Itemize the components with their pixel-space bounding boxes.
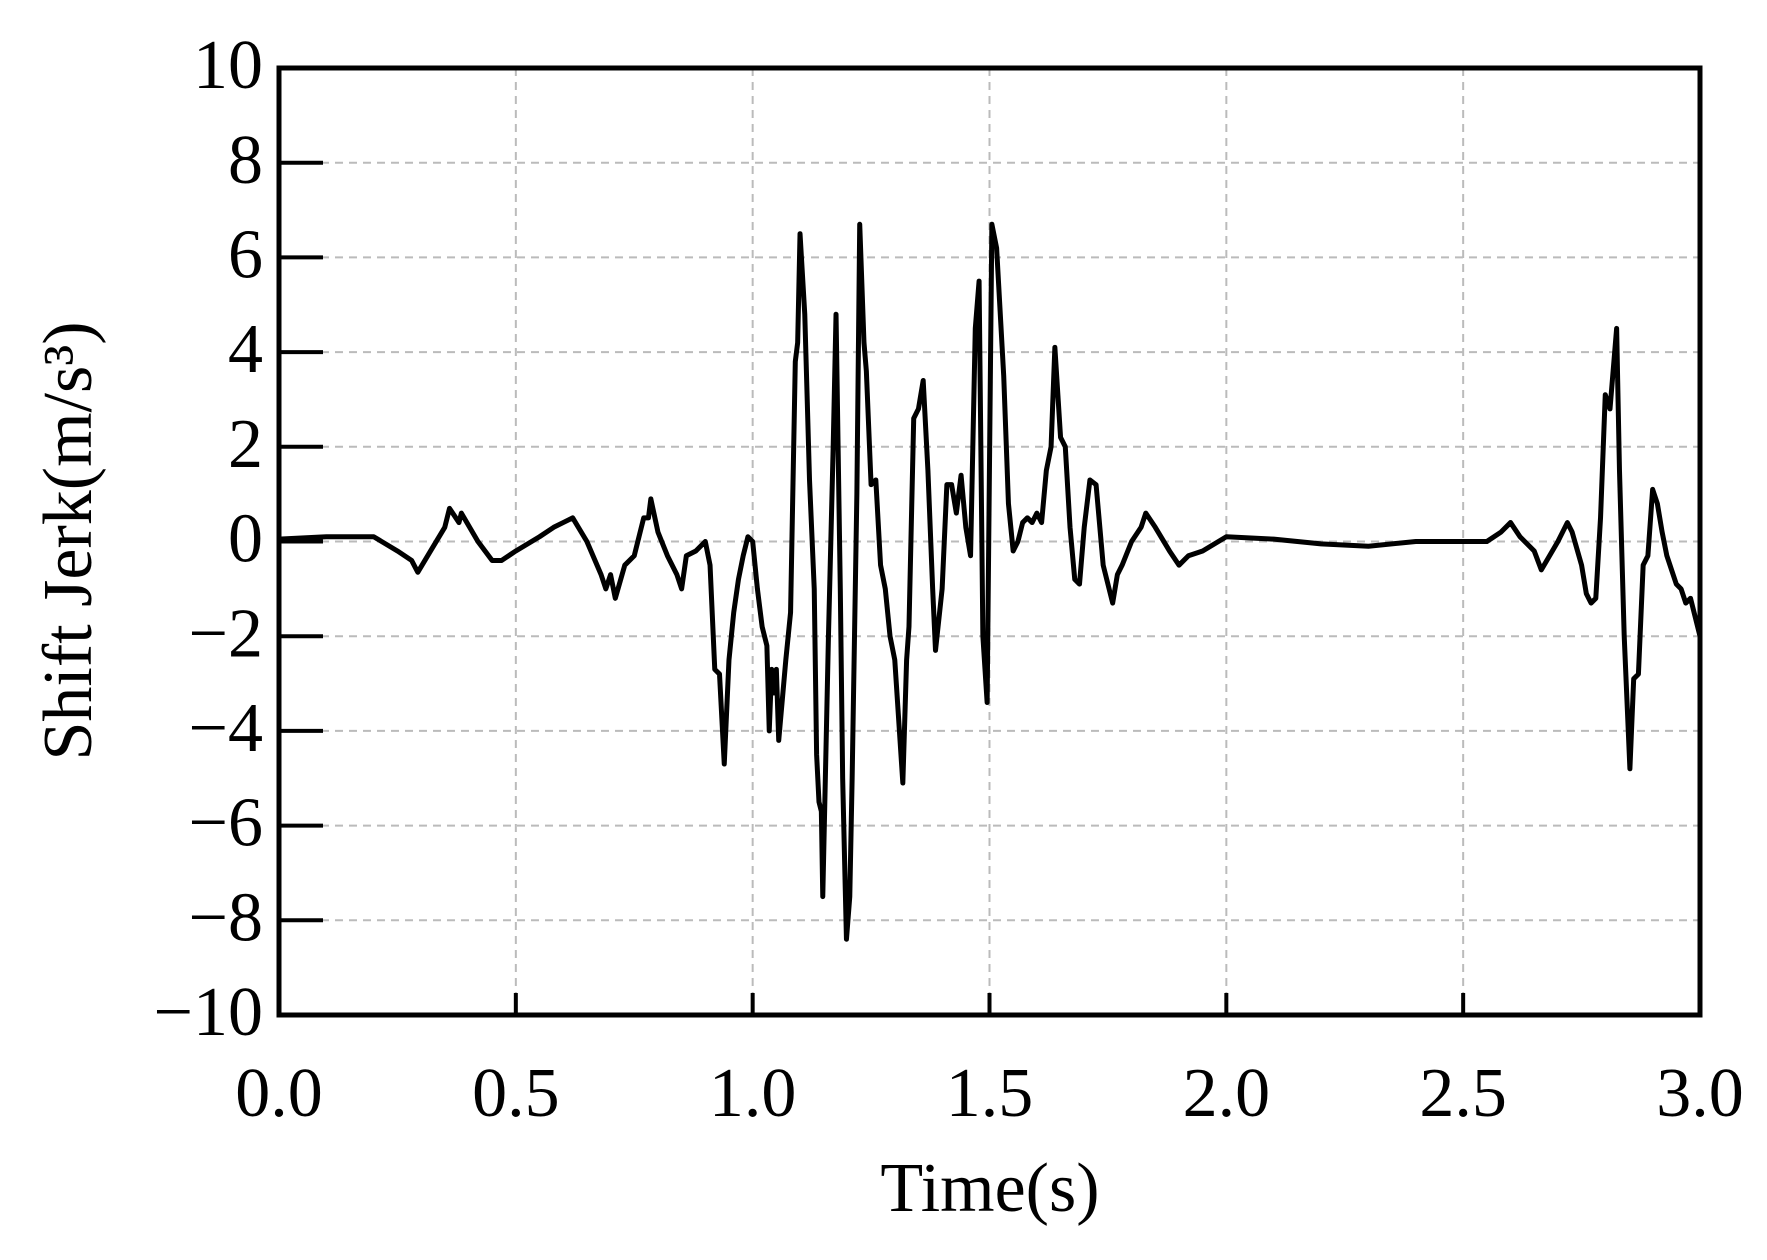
data-line: [278, 221, 1703, 942]
y-tick-label: −4: [189, 690, 263, 767]
y-tick-label: −6: [189, 785, 263, 862]
y-tick-label: 4: [228, 311, 263, 388]
y-tick-label: −10: [154, 974, 263, 1051]
x-tick-label: 1.0: [709, 1055, 797, 1132]
y-tick-label: −8: [189, 879, 263, 956]
x-tick-label: 2.0: [1183, 1055, 1271, 1132]
x-tick-label: 2.5: [1419, 1055, 1507, 1132]
x-tick-label: 0.0: [235, 1055, 323, 1132]
y-tick-label: 2: [228, 406, 263, 483]
y-tick-label: 0: [228, 501, 263, 578]
y-tick-label: 8: [228, 122, 263, 199]
y-tick-label: −2: [189, 595, 263, 672]
y-tick-label: 10: [193, 27, 263, 104]
y-axis-label: Shift Jerk(m/s³): [30, 321, 107, 760]
x-tick-label: 3.0: [1656, 1055, 1744, 1132]
y-tick-label: 6: [228, 216, 263, 293]
x-tick-label: 1.5: [946, 1055, 1034, 1132]
plot-frame: [276, 65, 1703, 1018]
x-tick-label: 0.5: [472, 1055, 560, 1132]
x-axis-label: Time(s): [880, 1150, 1099, 1227]
